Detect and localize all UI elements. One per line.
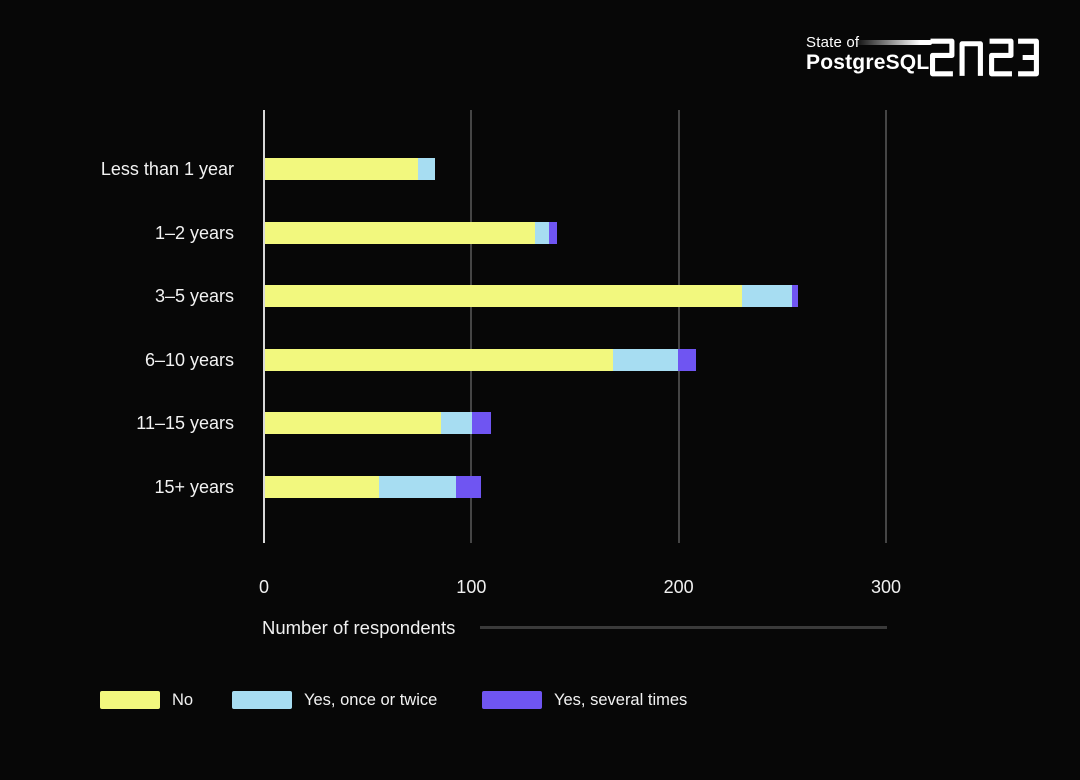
x-tick-label: 0 bbox=[258, 577, 270, 597]
x-axis-title-row: Number of respondents bbox=[262, 616, 887, 640]
category-label: Less than 1 year bbox=[100, 159, 234, 179]
category-label: 6–10 years bbox=[144, 349, 234, 370]
bar-segment bbox=[265, 348, 614, 371]
bar-segment bbox=[265, 285, 742, 308]
x-tick-label: 300 bbox=[870, 577, 902, 597]
bar-segment bbox=[418, 158, 435, 180]
legend-item-no: No bbox=[100, 690, 193, 710]
logo-speed-line bbox=[854, 40, 932, 45]
logo: State of PostgreSQL bbox=[806, 34, 1046, 80]
category-label: 15+ years bbox=[154, 477, 234, 497]
bar-segment bbox=[441, 412, 473, 435]
category-label: 11–15 years bbox=[136, 413, 234, 434]
bar-row bbox=[265, 158, 435, 180]
bar-segment bbox=[472, 412, 491, 435]
bar-row bbox=[265, 348, 697, 371]
bar-row bbox=[265, 221, 558, 244]
plot-area bbox=[263, 110, 887, 543]
bar-segment bbox=[534, 221, 550, 244]
bar-segment bbox=[549, 221, 558, 244]
legend-item-yes-once-or-twice: Yes, once or twice bbox=[232, 690, 437, 710]
gridline-100 bbox=[470, 110, 473, 543]
bar-segment bbox=[677, 348, 697, 371]
logo-state-of: State of bbox=[806, 34, 860, 51]
bar-row bbox=[265, 285, 798, 308]
category-labels: Less than 1 year 1–2 years 3–5 years 6–10 y… bbox=[0, 0, 234, 600]
bar-segment bbox=[613, 348, 678, 371]
bar-segment bbox=[265, 221, 535, 244]
logo-postgresql: PostgreSQL bbox=[806, 51, 930, 74]
legend-label-yes-once-or-twice: Yes, once or twice bbox=[304, 691, 438, 709]
legend-swatch-yes-several-times bbox=[482, 691, 542, 709]
legend-swatch-yes-once-or-twice bbox=[232, 691, 292, 709]
bar-segment bbox=[791, 285, 798, 308]
digit-3-icon bbox=[1018, 38, 1039, 77]
digit-0-icon bbox=[959, 41, 983, 76]
digit-2-icon bbox=[989, 38, 1014, 77]
bar-segment bbox=[455, 476, 481, 498]
gridline-200 bbox=[677, 110, 680, 543]
logo-words: State of PostgreSQL bbox=[806, 34, 1046, 74]
logo-2023-icon bbox=[930, 38, 1039, 77]
gridline-300 bbox=[885, 110, 887, 543]
x-tick-label: 200 bbox=[663, 577, 694, 597]
y-axis-line bbox=[263, 110, 265, 543]
legend: No Yes, once or twice Yes, several times bbox=[0, 690, 1080, 710]
axis-title-rule bbox=[480, 626, 887, 629]
digit-2-icon bbox=[930, 38, 955, 77]
legend-item-yes-several-times: Yes, several times bbox=[482, 690, 687, 710]
bar-segment bbox=[265, 476, 380, 498]
bar-segment bbox=[379, 476, 456, 498]
category-label: 1–2 years bbox=[154, 222, 234, 243]
bar-segment bbox=[265, 412, 442, 435]
bar-segment bbox=[741, 285, 792, 308]
legend-label-yes-several-times: Yes, several times bbox=[554, 691, 688, 709]
x-axis-title: Number of respondents bbox=[262, 617, 456, 638]
category-label: 3–5 years bbox=[154, 286, 234, 307]
legend-swatch-no bbox=[100, 691, 160, 709]
legend-label-no: No bbox=[172, 691, 194, 709]
bar-row bbox=[265, 412, 491, 435]
x-axis-ticks: 0 100 200 300 bbox=[0, 575, 1080, 599]
x-tick-label: 100 bbox=[456, 577, 487, 597]
bar-segment bbox=[265, 158, 419, 180]
bar-row bbox=[265, 476, 481, 498]
